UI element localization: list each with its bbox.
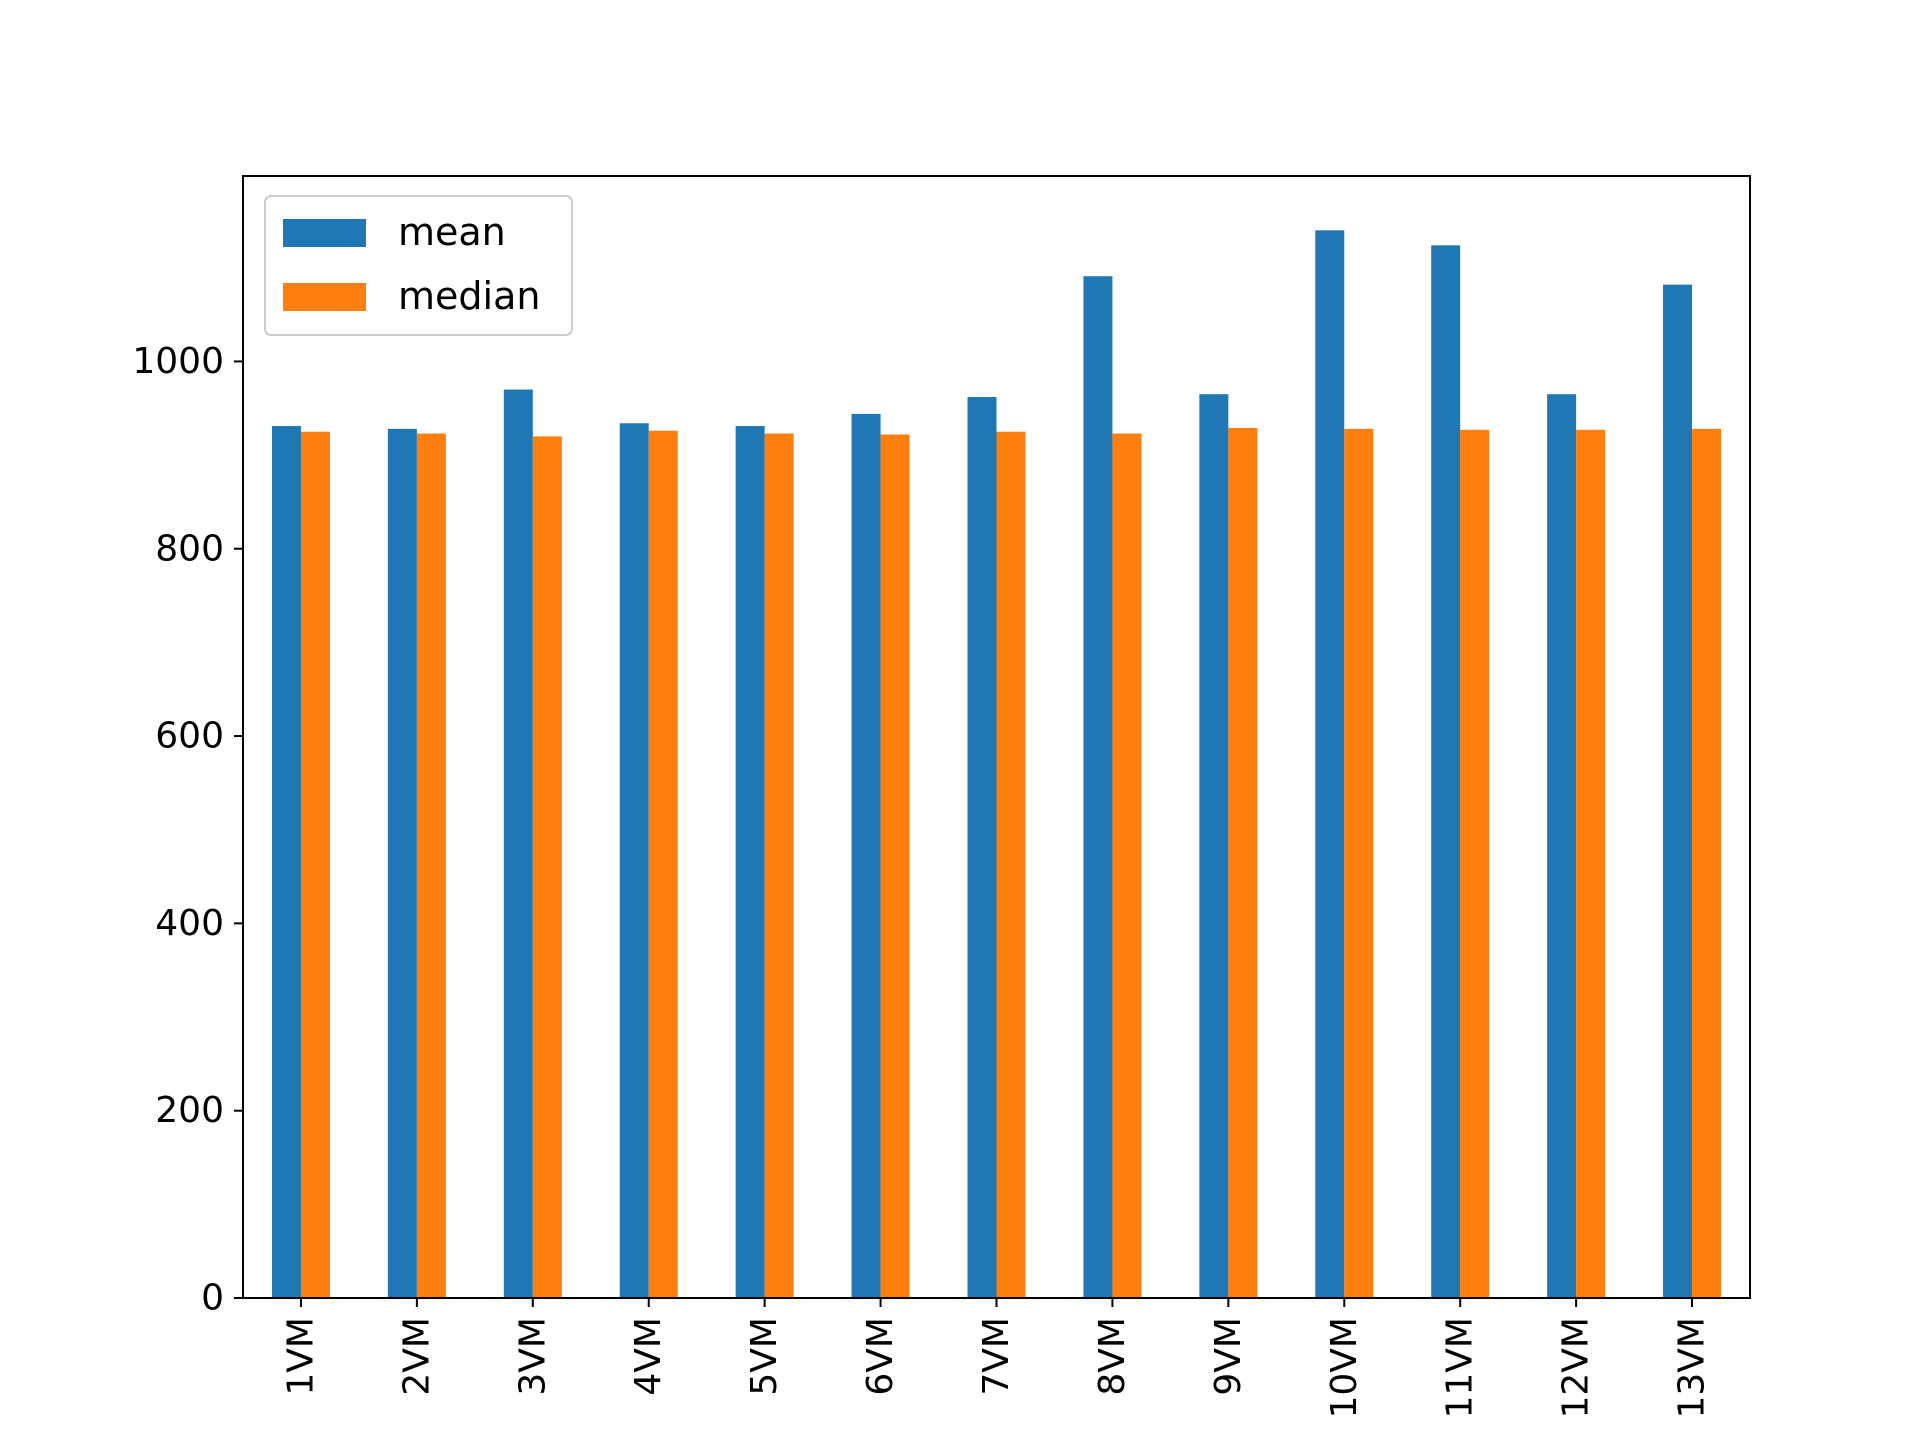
- bar-mean-1VM: [271, 426, 301, 1298]
- x-tick-label: 10VM: [1324, 1317, 1365, 1419]
- bar-mean-5VM: [735, 426, 765, 1298]
- bar-median-3VM: [532, 436, 562, 1298]
- x-tick-label: 9VM: [1208, 1317, 1249, 1396]
- axes-layer: 0 200 400 600 800 1000 1VM 2VM 3VM 4VM 5VM 6VM 7VM 8V…: [132, 175, 1751, 1419]
- x-tick-label: 12VM: [1556, 1317, 1597, 1419]
- y-tick-label: 1000: [132, 341, 224, 382]
- bar-mean-8VM: [1083, 276, 1113, 1298]
- x-tick-label: 8VM: [1092, 1317, 1133, 1396]
- x-tick-label: 7VM: [976, 1317, 1017, 1396]
- bar-median-4VM: [648, 430, 678, 1298]
- bar-mean-2VM: [387, 428, 417, 1298]
- x-tick-label: 11VM: [1440, 1317, 1481, 1419]
- bar-median-6VM: [880, 434, 910, 1298]
- bar-median-11VM: [1460, 429, 1490, 1299]
- x-tick-label: 2VM: [396, 1317, 437, 1396]
- bar-mean-9VM: [1199, 394, 1229, 1298]
- x-tick-label: 3VM: [512, 1317, 553, 1396]
- bar-mean-4VM: [619, 423, 649, 1298]
- y-tick-label: 800: [155, 528, 224, 569]
- bar-median-10VM: [1344, 428, 1374, 1298]
- legend-label-median: median: [398, 274, 540, 318]
- bar-median-9VM: [1228, 427, 1258, 1298]
- y-tick-label: 0: [201, 1278, 224, 1319]
- bar-mean-6VM: [851, 413, 881, 1298]
- y-tick-label: 600: [155, 716, 224, 757]
- bar-mean-7VM: [967, 397, 997, 1298]
- bars-layer: [271, 230, 1722, 1299]
- y-tick-label: 400: [155, 903, 224, 944]
- x-tick-label: 4VM: [628, 1317, 669, 1396]
- bar-median-5VM: [764, 433, 794, 1298]
- legend-swatch-median: [283, 283, 366, 311]
- x-tick-label: 6VM: [860, 1317, 901, 1396]
- bar-median-2VM: [416, 433, 446, 1298]
- x-tick-label: 1VM: [280, 1317, 321, 1396]
- bar-median-13VM: [1692, 428, 1722, 1298]
- bar-mean-12VM: [1547, 394, 1577, 1298]
- bar-mean-3VM: [503, 389, 533, 1298]
- legend-swatch-mean: [283, 219, 366, 247]
- x-tick-label: 5VM: [744, 1317, 785, 1396]
- bar-mean-11VM: [1431, 245, 1461, 1298]
- bar-mean-10VM: [1315, 230, 1345, 1298]
- x-tick-label: 13VM: [1672, 1317, 1713, 1419]
- legend-label-mean: mean: [398, 210, 506, 254]
- y-tick-label: 200: [155, 1090, 224, 1131]
- bar-mean-13VM: [1663, 284, 1693, 1298]
- legend: mean median: [264, 195, 573, 336]
- bar-median-12VM: [1576, 429, 1606, 1299]
- bar-median-8VM: [1112, 433, 1142, 1298]
- bar-median-1VM: [300, 431, 330, 1298]
- bar-median-7VM: [996, 431, 1026, 1298]
